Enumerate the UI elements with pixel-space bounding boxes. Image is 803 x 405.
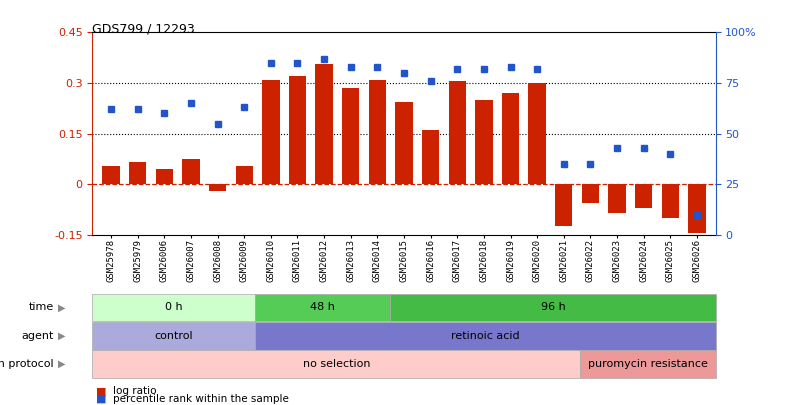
Bar <box>369 80 385 184</box>
Text: 48 h: 48 h <box>310 303 335 312</box>
Text: puromycin resistance: puromycin resistance <box>587 359 707 369</box>
Bar <box>182 159 199 184</box>
Bar <box>341 88 359 184</box>
Bar <box>102 166 120 184</box>
Bar <box>448 81 466 184</box>
Bar <box>661 184 678 218</box>
Text: control: control <box>154 331 193 341</box>
Text: retinoic acid: retinoic acid <box>450 331 519 341</box>
Text: 96 h: 96 h <box>540 303 565 312</box>
Bar <box>687 184 705 233</box>
Text: ■: ■ <box>96 386 107 396</box>
Text: ▶: ▶ <box>58 359 65 369</box>
Bar <box>262 80 279 184</box>
Text: growth protocol: growth protocol <box>0 359 54 369</box>
Text: log ratio: log ratio <box>112 386 156 396</box>
Bar <box>528 83 545 184</box>
Bar <box>581 184 598 203</box>
Bar <box>129 162 146 184</box>
Text: percentile rank within the sample: percentile rank within the sample <box>112 394 288 403</box>
Text: ▶: ▶ <box>58 331 65 341</box>
Bar <box>395 102 412 184</box>
Text: agent: agent <box>22 331 54 341</box>
Bar <box>315 64 332 184</box>
Bar <box>235 166 253 184</box>
Bar <box>288 76 306 184</box>
Bar <box>156 169 173 184</box>
Bar <box>475 100 492 184</box>
Text: GDS799 / 12293: GDS799 / 12293 <box>92 22 195 35</box>
Text: ■: ■ <box>96 394 107 403</box>
Bar <box>209 184 226 191</box>
Text: time: time <box>29 303 54 312</box>
Text: no selection: no selection <box>302 359 369 369</box>
Text: ▶: ▶ <box>58 303 65 312</box>
Bar <box>608 184 625 213</box>
Text: 0 h: 0 h <box>165 303 182 312</box>
Bar <box>501 93 519 184</box>
Bar <box>422 130 438 184</box>
Bar <box>634 184 651 208</box>
Bar <box>554 184 572 226</box>
